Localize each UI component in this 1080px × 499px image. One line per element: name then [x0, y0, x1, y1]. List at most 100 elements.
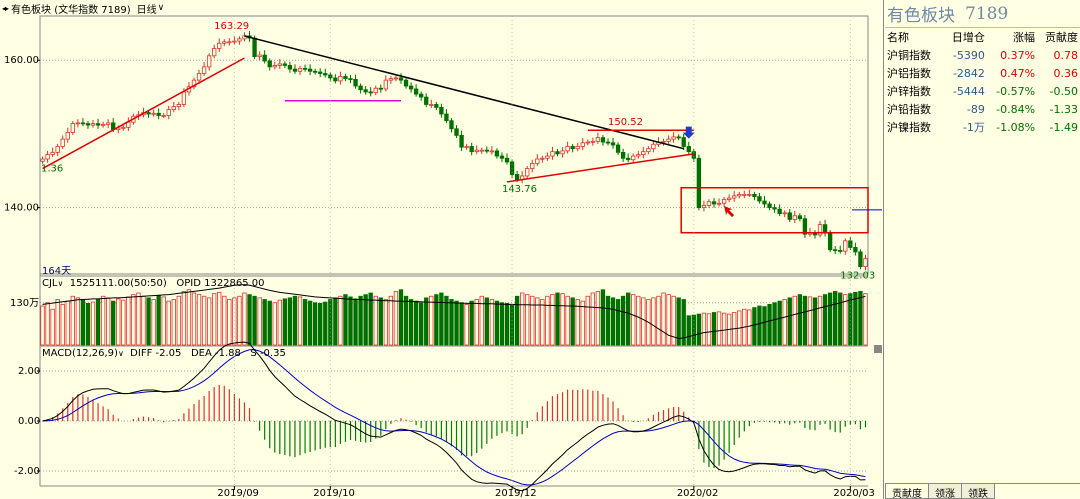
- table-row[interactable]: 沪铜指数 -5390 0.37% 0.78: [885, 46, 1080, 64]
- candle: [681, 137, 686, 147]
- candle: [227, 41, 232, 44]
- volume-bar: [853, 291, 858, 346]
- volume-bar: [257, 297, 262, 346]
- diff-value: -2.05: [155, 348, 182, 359]
- volume-bar: [681, 299, 686, 346]
- volume-bar: [353, 298, 358, 346]
- volume-bar: [767, 303, 772, 346]
- low-label: 143.76: [502, 184, 537, 195]
- candle: [262, 54, 267, 62]
- volume-bar: [116, 298, 121, 346]
- volume-bar: [419, 302, 424, 346]
- candle: [60, 138, 65, 147]
- volume-bar: [247, 294, 252, 346]
- volume-bar: [378, 297, 383, 346]
- volume-bar: [267, 300, 272, 346]
- volume-bar: [111, 300, 116, 346]
- diff-line: [42, 341, 866, 492]
- chart-area[interactable]: 160.00 140.00 163.29 150.52 143.76 132.03 1.36…: [0, 0, 884, 499]
- volume-bar: [408, 299, 414, 346]
- tab-contribution[interactable]: 贡献度: [885, 484, 929, 499]
- nav-arrows-icon[interactable]: ◂▸: [2, 3, 9, 13]
- column-header-name[interactable]: 名称: [887, 31, 909, 44]
- dea-line: [42, 349, 866, 486]
- volume-bar: [843, 294, 848, 346]
- volume-bar: [595, 290, 601, 346]
- chevron-down-icon[interactable]: ∨: [117, 349, 124, 358]
- candle: [782, 212, 787, 215]
- candle: [302, 67, 308, 70]
- volume-bar: [494, 300, 500, 346]
- contribution: 0.78: [1053, 48, 1079, 62]
- candle: [156, 112, 161, 116]
- y-tick-label: 0.00: [18, 416, 40, 427]
- volume-bar: [484, 297, 489, 346]
- candle: [171, 106, 176, 111]
- candle: [626, 157, 631, 161]
- volume-bar: [716, 311, 722, 346]
- tab-top-gainers[interactable]: 领涨: [928, 484, 962, 499]
- candle: [176, 104, 182, 108]
- volume-bar: [292, 295, 298, 346]
- candle: [45, 154, 50, 160]
- candle: [514, 174, 520, 181]
- candle: [590, 140, 596, 143]
- volume-bar: [469, 300, 474, 346]
- candle: [822, 224, 828, 234]
- volume-bar: [666, 294, 671, 346]
- daily-oi-change: -5390: [952, 48, 985, 62]
- trendline: [42, 57, 245, 170]
- timeframe-selector[interactable]: 日线 ∨: [137, 1, 165, 16]
- volume-bar: [201, 295, 207, 346]
- candle: [716, 202, 722, 205]
- candle: [292, 68, 298, 72]
- table-row[interactable]: 沪铝指数 -2842 0.47% 0.36: [885, 64, 1080, 82]
- volume-bar: [822, 294, 828, 346]
- column-header-contribution[interactable]: 贡献度: [1045, 31, 1078, 44]
- volume-bar: [858, 290, 863, 346]
- volume-bar: [479, 295, 484, 346]
- candle: [474, 149, 479, 153]
- table-row[interactable]: 沪锌指数 -5444 -0.57% -0.50: [885, 82, 1080, 100]
- volume-bar: [196, 294, 202, 346]
- candle: [600, 137, 606, 143]
- volume-bar: [817, 295, 823, 346]
- volume-bar: [636, 295, 641, 346]
- candle: [105, 122, 111, 125]
- price-pane-frame: [39, 15, 869, 275]
- volume-bar: [696, 313, 702, 346]
- volume-bar: [363, 294, 368, 346]
- volume-bar: [434, 294, 439, 346]
- candle: [100, 123, 106, 126]
- sector-panel: 有色板块 7189 名称 日增仓 涨幅 贡献度 沪铜指数 -5390 0.37% 0.…: [885, 0, 1080, 499]
- percent-change: -1.08%: [996, 120, 1036, 134]
- column-header-change[interactable]: 涨幅: [1013, 31, 1036, 44]
- candle: [393, 77, 399, 80]
- volume-bar: [50, 308, 55, 346]
- volume-bar: [338, 295, 343, 346]
- candle: [424, 96, 429, 105]
- volume-bar: [403, 295, 409, 346]
- volume-bar: [232, 297, 237, 346]
- volume-indicator-name[interactable]: CJL: [42, 278, 58, 289]
- macd-indicator-name[interactable]: MACD(12,26,9): [42, 348, 118, 359]
- volume-bar: [711, 312, 717, 346]
- volume-bar: [121, 299, 126, 346]
- diff-label: DIFF: [130, 348, 153, 359]
- candle: [595, 137, 601, 142]
- column-header-volume[interactable]: 日增仓: [951, 31, 985, 44]
- percent-change: 0.37%: [1000, 48, 1036, 62]
- candle: [444, 113, 449, 122]
- candle: [489, 150, 495, 153]
- tab-top-losers[interactable]: 领跌: [961, 484, 995, 499]
- volume-bar: [176, 295, 182, 346]
- volume-bar: [626, 292, 631, 346]
- table-row[interactable]: 沪镍指数 -1万 -1.08% -1.49: [885, 118, 1080, 136]
- table-row[interactable]: 沪铅指数 -89 -0.84% -1.33: [885, 100, 1080, 118]
- volume-bar: [530, 295, 535, 346]
- chevron-down-icon[interactable]: ∨: [57, 279, 64, 288]
- percent-change: -0.84%: [996, 102, 1036, 116]
- candle: [459, 135, 464, 148]
- chart-canvas[interactable]: 160.00 140.00 163.29 150.52 143.76 132.03 1.36…: [0, 0, 884, 499]
- volume-bar: [747, 309, 752, 346]
